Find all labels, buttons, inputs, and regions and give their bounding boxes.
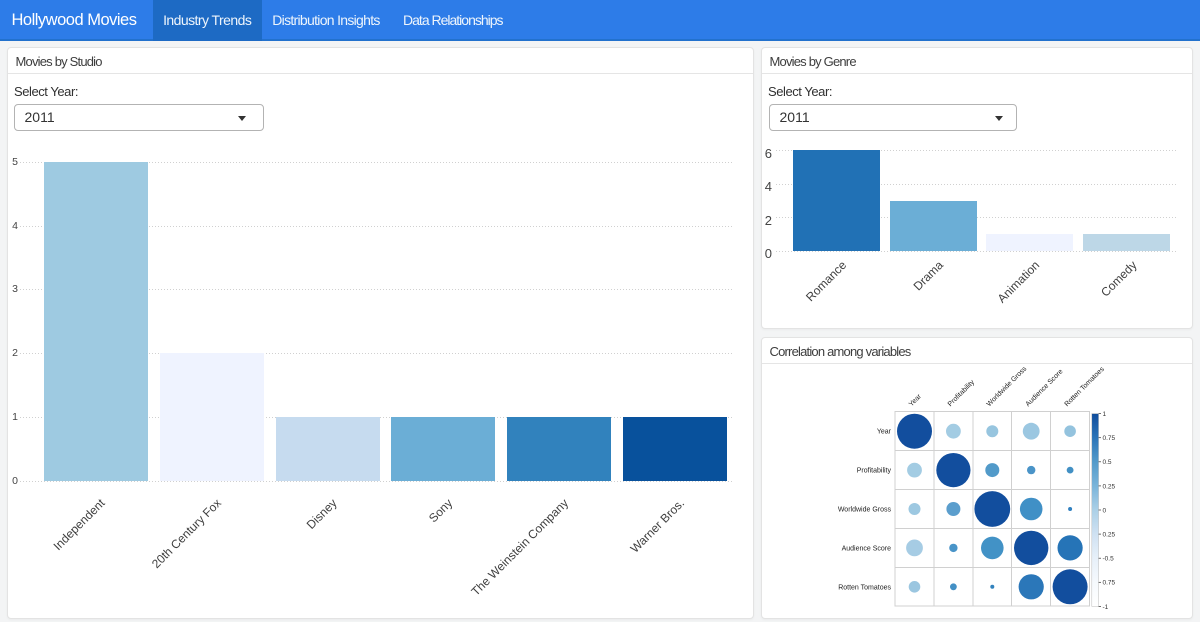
svg-text:0.75: 0.75 — [1103, 435, 1116, 442]
svg-text:Profitability: Profitability — [947, 379, 977, 409]
svg-text:0.5: 0.5 — [1103, 459, 1112, 466]
svg-text:Profitability: Profitability — [857, 468, 892, 475]
svg-text:Year: Year — [877, 429, 892, 436]
svg-text:0: 0 — [1103, 507, 1107, 514]
svg-text:-1: -1 — [1103, 604, 1109, 611]
svg-text:Worldwide Gross: Worldwide Gross — [986, 365, 1029, 408]
svg-text:Rotten Tomatoes: Rotten Tomatoes — [1064, 365, 1107, 408]
svg-text:1: 1 — [1103, 411, 1107, 418]
svg-text:0.25: 0.25 — [1103, 532, 1116, 539]
svg-text:Year: Year — [908, 393, 923, 408]
svg-text:Audience Score: Audience Score — [1025, 368, 1065, 408]
svg-text:-0.5: -0.5 — [1103, 556, 1115, 563]
svg-text:0.75: 0.75 — [1103, 580, 1116, 587]
svg-text:Audience Score: Audience Score — [842, 545, 892, 552]
svg-text:Rotten Tomatoes: Rotten Tomatoes — [838, 584, 891, 591]
svg-text:Worldwide Gross: Worldwide Gross — [838, 507, 892, 514]
svg-text:0.25: 0.25 — [1103, 483, 1116, 490]
